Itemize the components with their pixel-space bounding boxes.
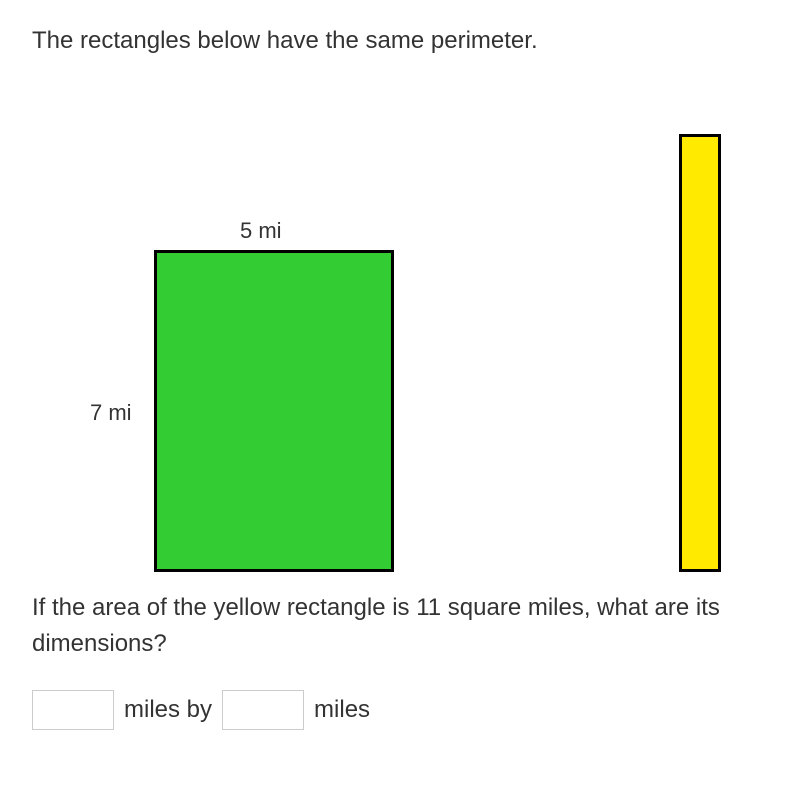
answer-joiner-text: miles by xyxy=(124,696,212,724)
green-side-dimension-label: 7 mi xyxy=(90,400,132,426)
green-top-dimension-label: 5 mi xyxy=(240,218,282,244)
dimension-2-input[interactable] xyxy=(222,690,304,730)
question-text: If the area of the yellow rectangle is 1… xyxy=(32,590,768,662)
dimension-1-input[interactable] xyxy=(32,690,114,730)
answer-units-text: miles xyxy=(314,696,370,724)
yellow-rectangle xyxy=(679,134,721,572)
intro-text: The rectangles below have the same perim… xyxy=(32,24,768,58)
green-rectangle xyxy=(154,250,394,572)
answer-row: miles by miles xyxy=(32,690,768,730)
diagram-area: 5 mi 7 mi xyxy=(32,78,768,578)
